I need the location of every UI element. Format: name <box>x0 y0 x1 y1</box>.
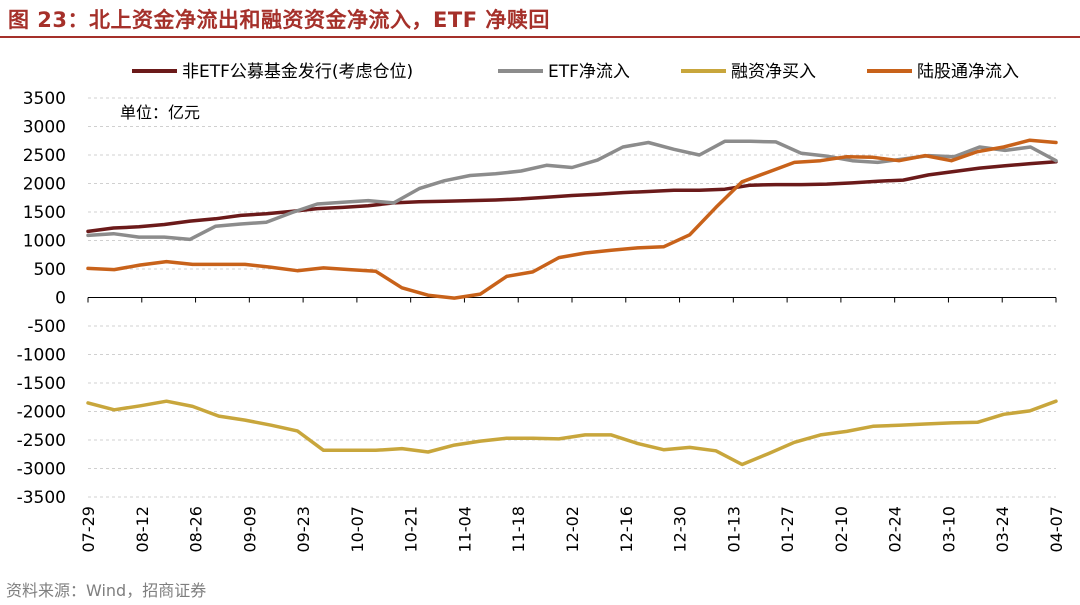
y-tick-label: 2000 <box>23 175 66 195</box>
y-tick-label: -1500 <box>17 374 66 394</box>
x-tick-label: 07-29 <box>79 506 98 553</box>
y-tick-label: -1000 <box>17 346 66 366</box>
x-tick-label: 04-07 <box>1047 506 1066 553</box>
y-tick-label: 3000 <box>23 118 66 138</box>
series-line-4 <box>86 138 1058 300</box>
axes: 3500 3000 2500 2000 1500 1000 500 0 -500 -1000 -15… <box>17 89 1066 553</box>
y-tick-label: 500 <box>34 260 66 280</box>
series-line-3 <box>86 399 1058 467</box>
x-tick-label: 03-24 <box>993 506 1012 553</box>
x-tick-label: 10-21 <box>402 506 421 553</box>
legend-label: ETF净流入 <box>548 62 630 82</box>
x-tick-label: 11-18 <box>509 506 528 553</box>
y-tick-label: 3500 <box>23 89 66 109</box>
x-tick-label: 03-10 <box>939 506 958 553</box>
x-tick-label: 09-23 <box>294 506 313 553</box>
y-tick-label: 1500 <box>23 203 66 223</box>
legend-label: 融资净买入 <box>731 62 816 82</box>
legend-label: 非ETF公募基金发行(考虑仓位) <box>182 62 413 82</box>
x-tick-label: 08-12 <box>133 506 152 553</box>
legend-label: 陆股通净流入 <box>917 62 1019 82</box>
y-tick-label: -2000 <box>17 403 66 423</box>
x-tick-label: 02-10 <box>832 506 851 553</box>
x-tick-label: 12-02 <box>563 506 582 553</box>
x-tick-label: 10-07 <box>348 506 367 553</box>
y-tick-label: -500 <box>27 317 66 337</box>
y-tick-label: 1000 <box>23 232 66 252</box>
x-tick-label: 12-16 <box>617 506 636 553</box>
unit-label: 单位：亿元 <box>120 103 200 122</box>
series-lines <box>86 138 1058 467</box>
x-tick-label: 08-26 <box>187 506 206 553</box>
y-tick-label: 0 <box>55 289 66 309</box>
y-tick-label: -2500 <box>17 431 66 451</box>
legend: 非ETF公募基金发行(考虑仓位) ETF净流入 融资净买入 陆股通净流入 <box>132 62 1019 82</box>
x-tick-label: 01-13 <box>724 506 743 553</box>
x-tick-label: 01-27 <box>778 506 797 553</box>
x-tick-label: 12-30 <box>671 506 690 553</box>
series-line-2 <box>86 139 1058 242</box>
y-tick-label: 2500 <box>23 146 66 166</box>
source-note: 资料来源：Wind，招商证券 <box>6 581 207 600</box>
series-line-1 <box>86 160 1058 234</box>
y-tick-label: -3500 <box>17 488 66 508</box>
y-tick-label: -3000 <box>17 460 66 480</box>
x-tick-label: 02-24 <box>886 506 905 553</box>
x-tick-label: 09-09 <box>240 506 259 553</box>
x-tick-label: 11-04 <box>455 506 474 553</box>
figure-title: 图 23：北上资金净流出和融资资金净流入，ETF 净赎回 <box>8 8 550 32</box>
title-divider <box>0 36 1080 38</box>
